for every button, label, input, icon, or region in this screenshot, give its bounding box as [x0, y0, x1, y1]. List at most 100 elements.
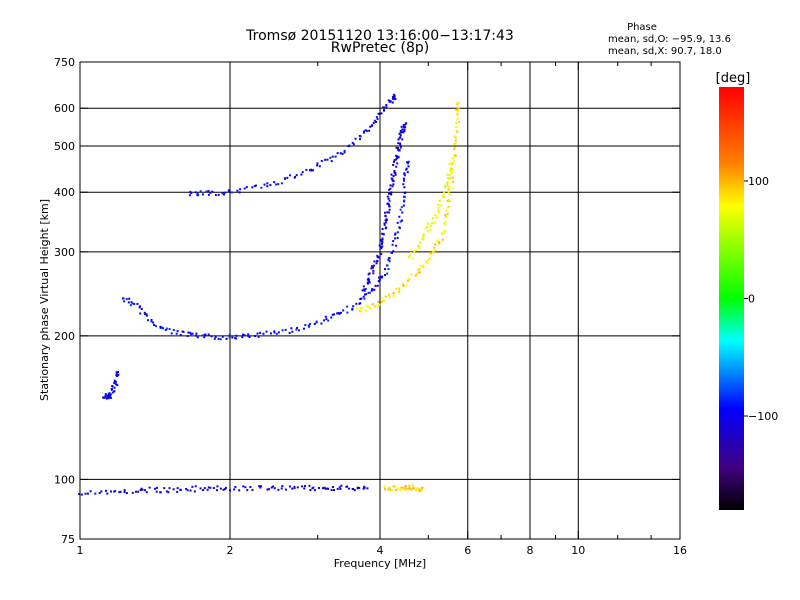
data-point [217, 337, 220, 340]
data-point [406, 487, 409, 490]
data-point [89, 490, 92, 493]
data-point [395, 288, 398, 291]
data-point [343, 151, 346, 154]
data-point [391, 179, 394, 182]
data-point [375, 116, 378, 119]
data-point [356, 487, 359, 490]
data-point [418, 247, 421, 250]
data-point [331, 313, 334, 316]
data-point [388, 296, 391, 299]
data-point [448, 186, 451, 189]
data-point [133, 302, 136, 305]
data-point [214, 335, 217, 338]
data-point [396, 487, 399, 490]
data-point [415, 489, 418, 492]
data-point [451, 157, 454, 160]
data-point [122, 297, 125, 300]
data-point [451, 162, 454, 165]
data-point [303, 487, 306, 490]
data-point [408, 488, 411, 491]
data-point [296, 326, 299, 329]
data-point [167, 491, 170, 494]
data-point [189, 489, 192, 492]
data-point [288, 331, 291, 334]
data-point [205, 190, 208, 193]
data-point [385, 226, 388, 229]
data-point [406, 162, 409, 165]
data-point [456, 109, 459, 112]
data-point [313, 322, 316, 325]
data-point [280, 487, 283, 490]
data-point [130, 301, 133, 304]
data-point [100, 490, 103, 493]
data-point [429, 224, 432, 227]
data-point [388, 257, 391, 260]
data-point [447, 199, 450, 202]
data-point [379, 247, 382, 250]
data-point [190, 333, 193, 336]
data-point [434, 216, 437, 219]
data-point [437, 209, 440, 212]
data-point [366, 129, 369, 132]
data-point [381, 238, 384, 241]
data-point [377, 112, 380, 115]
x-tick-label: 4 [377, 544, 384, 557]
data-point [348, 487, 351, 490]
data-point [266, 182, 269, 185]
data-point [139, 489, 142, 492]
data-point [389, 187, 392, 190]
data-point [448, 173, 451, 176]
data-point [336, 312, 339, 315]
data-point [382, 299, 385, 302]
data-point [273, 181, 276, 184]
data-point [179, 488, 182, 491]
data-point [125, 492, 128, 495]
data-point [343, 149, 346, 152]
data-point [367, 291, 370, 294]
data-point [372, 264, 375, 267]
data-point [301, 171, 304, 174]
data-point [444, 220, 447, 223]
data-point [381, 232, 384, 235]
data-point [384, 211, 387, 214]
data-point [444, 213, 447, 216]
data-point [408, 277, 411, 280]
data-point [388, 208, 391, 211]
data-point [366, 281, 369, 284]
data-point [254, 184, 257, 187]
data-point [309, 489, 312, 492]
data-point [272, 485, 275, 488]
data-point [362, 288, 365, 291]
y-tick-label: 600 [54, 102, 75, 115]
data-point [455, 121, 458, 124]
data-point [228, 333, 231, 336]
data-point [179, 333, 182, 336]
data-point [376, 260, 379, 263]
data-point [80, 493, 83, 496]
data-point [397, 155, 400, 158]
data-point [275, 183, 278, 186]
data-point [277, 183, 280, 186]
data-point [210, 335, 213, 338]
data-point [293, 487, 296, 490]
data-point [457, 107, 460, 110]
y-tick-label: 100 [54, 473, 75, 486]
data-point [453, 146, 456, 149]
data-point [400, 125, 403, 128]
data-point [245, 186, 248, 189]
data-point [363, 289, 366, 292]
data-point [207, 333, 210, 336]
data-point [378, 276, 381, 279]
data-point [286, 176, 289, 179]
data-point [371, 288, 374, 291]
data-point [434, 214, 437, 217]
data-point [324, 315, 327, 318]
data-point [398, 149, 401, 152]
data-point [453, 147, 456, 150]
data-point [243, 187, 246, 190]
data-point [386, 202, 389, 205]
data-point [309, 323, 312, 326]
data-point [391, 251, 394, 254]
data-point [405, 284, 408, 287]
data-point [116, 371, 119, 374]
